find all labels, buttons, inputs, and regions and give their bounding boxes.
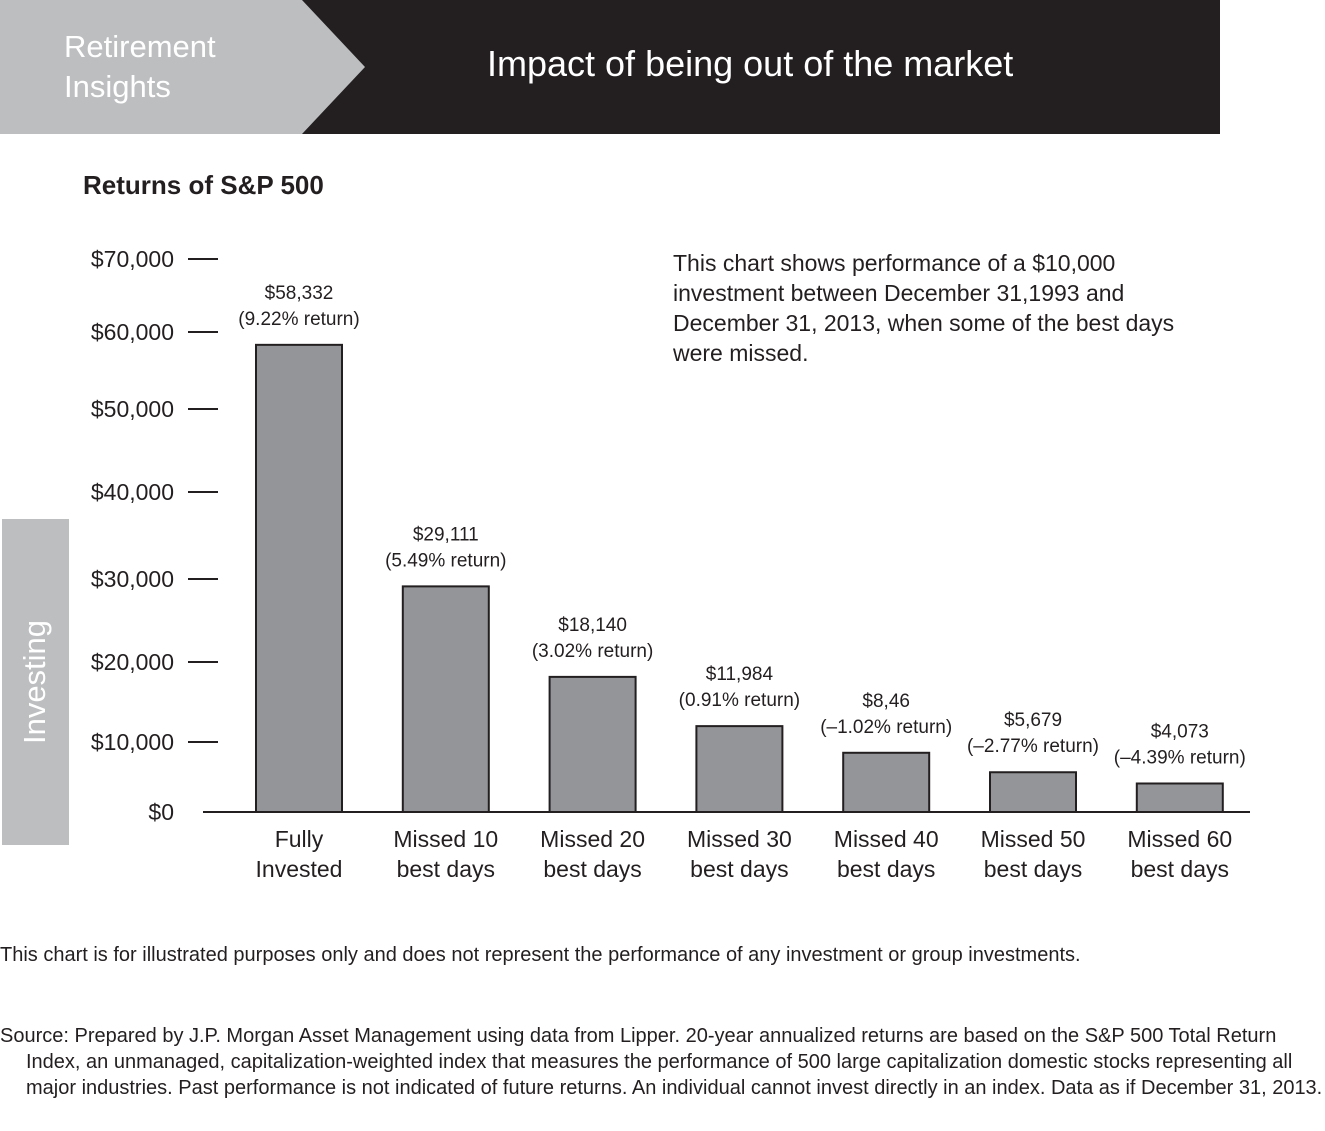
x-category-label: Missed 20: [540, 826, 645, 852]
x-category-label: Missed 60: [1127, 826, 1232, 852]
bar-value-label: $18,140: [558, 615, 627, 636]
x-category-label: best days: [837, 856, 935, 882]
section-label-line1: Retirement: [64, 29, 216, 64]
y-tick-label: $20,000: [91, 649, 174, 675]
bar-return-label: (9.22% return): [238, 309, 359, 330]
disclaimer: This chart is for illustrated purposes o…: [0, 944, 1081, 966]
y-tick-label: $50,000: [91, 396, 174, 422]
bar: [989, 771, 1077, 814]
bar-return-label: (5.49% return): [385, 550, 506, 571]
bar-return-label: (–1.02% return): [820, 717, 952, 738]
x-category-label: Missed 40: [834, 826, 939, 852]
y-tick-label: $0: [148, 799, 174, 825]
chevron-shape: [0, 0, 365, 134]
page-title: Impact of being out of the market: [487, 43, 1014, 84]
bar: [842, 751, 931, 814]
section-label-line2: Insights: [64, 69, 171, 104]
bar: [1135, 782, 1224, 814]
bar: [401, 585, 490, 814]
x-category-label: Missed 10: [393, 826, 498, 852]
bar-value-label: $5,679: [1004, 710, 1062, 731]
bar-return-label: (3.02% return): [532, 641, 653, 662]
section-chevron: [0, 0, 365, 134]
x-category-label: best days: [1131, 856, 1229, 882]
bar-value-label: $29,111: [413, 524, 479, 545]
x-category-label: best days: [397, 856, 495, 882]
bar: [695, 725, 784, 813]
bar-return-label: (–4.39% return): [1114, 747, 1246, 768]
y-tick-label: $60,000: [91, 319, 174, 345]
x-category-label: Invested: [256, 856, 343, 882]
y-tick-label: $40,000: [91, 479, 174, 505]
bar-value-label: $58,332: [265, 283, 334, 304]
bar-return-label: (0.91% return): [679, 690, 800, 711]
bar-value-label: $4,073: [1151, 721, 1209, 742]
side-tab: [2, 519, 69, 845]
chart-annotation: This chart shows performance of a $10,00…: [673, 250, 1175, 366]
bar: [255, 343, 343, 813]
section-label: Retirement Insights: [64, 27, 216, 107]
source-note: Source: Prepared by J.P. Morgan Asset Ma…: [0, 1025, 1323, 1099]
x-category-label: Fully: [275, 826, 324, 852]
x-category-label: best days: [984, 856, 1082, 882]
bar-value-label: $8,46: [862, 691, 910, 712]
bar-value-label: $11,984: [706, 664, 774, 685]
y-tick-label: $30,000: [91, 566, 174, 592]
x-category-label: best days: [543, 856, 641, 882]
y-tick-label: $10,000: [91, 729, 174, 755]
x-category-label: best days: [690, 856, 788, 882]
bar-return-label: (–2.77% return): [967, 736, 1099, 757]
chart-title: Returns of S&P 500: [83, 170, 324, 200]
x-category-label: Missed 50: [981, 826, 1086, 852]
x-category-label: Missed 30: [687, 826, 792, 852]
bar: [548, 675, 637, 813]
bar-chart: $0 $10,000 $20,000 $30,000 $40,000 $50,000 $60…: [91, 246, 1250, 882]
y-tick-label: $70,000: [91, 246, 174, 272]
